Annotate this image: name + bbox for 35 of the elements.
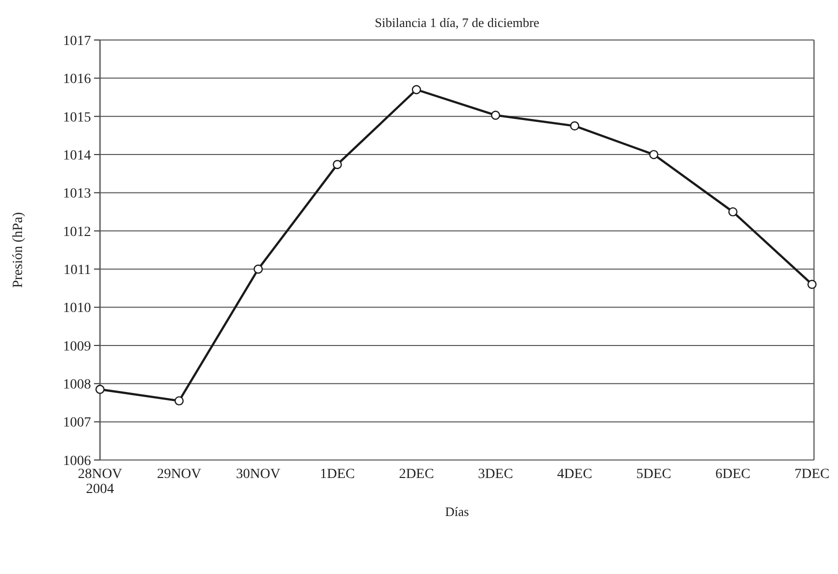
y-tick-label: 1006 [63, 454, 91, 469]
y-tick-label: 1012 [63, 224, 91, 240]
x-tick-label: 6DEC [715, 467, 750, 482]
x-tick-label: 4DEC [557, 467, 592, 482]
x-axis-title: Días [445, 504, 469, 519]
point [254, 264, 263, 274]
y-tick-label: 1016 [63, 72, 91, 88]
x-tick-label: 2DEC [398, 467, 434, 482]
point [332, 160, 342, 170]
point [412, 85, 422, 94]
y-tick-label: 1014 [63, 148, 91, 164]
x-tick-label: 5DEC [636, 467, 672, 482]
chart-title: Sibilancia 1 día, 7 de diciembre [374, 15, 540, 30]
point [807, 280, 817, 289]
y-tick-label: 1010 [63, 301, 91, 316]
x-tick-label: 1DEC [320, 467, 355, 482]
point [570, 121, 580, 131]
x-tick-label: 7DEC [794, 467, 830, 482]
point [95, 384, 105, 394]
y-tick-label: 1009 [63, 339, 91, 354]
x-tick-label: 3DEC [478, 467, 514, 482]
point [490, 110, 500, 120]
y-tick-label: 1007 [63, 416, 91, 431]
point [174, 396, 184, 406]
y-tick-label: 1015 [63, 110, 91, 126]
x-tick-label: 28NOV 2004 [78, 467, 122, 497]
y-tick-label: 1017 [63, 34, 91, 49]
point [649, 150, 658, 160]
y-tick-label: 1011 [64, 262, 91, 278]
x-tick-label: 30NOV [236, 467, 280, 482]
point [728, 207, 738, 216]
y-tick-label: 1013 [63, 186, 91, 202]
y-tick-label: 1008 [63, 378, 91, 393]
y-axis-title: Presión (hPa) [11, 212, 26, 288]
x-tick-label: 29NOV [156, 467, 202, 482]
